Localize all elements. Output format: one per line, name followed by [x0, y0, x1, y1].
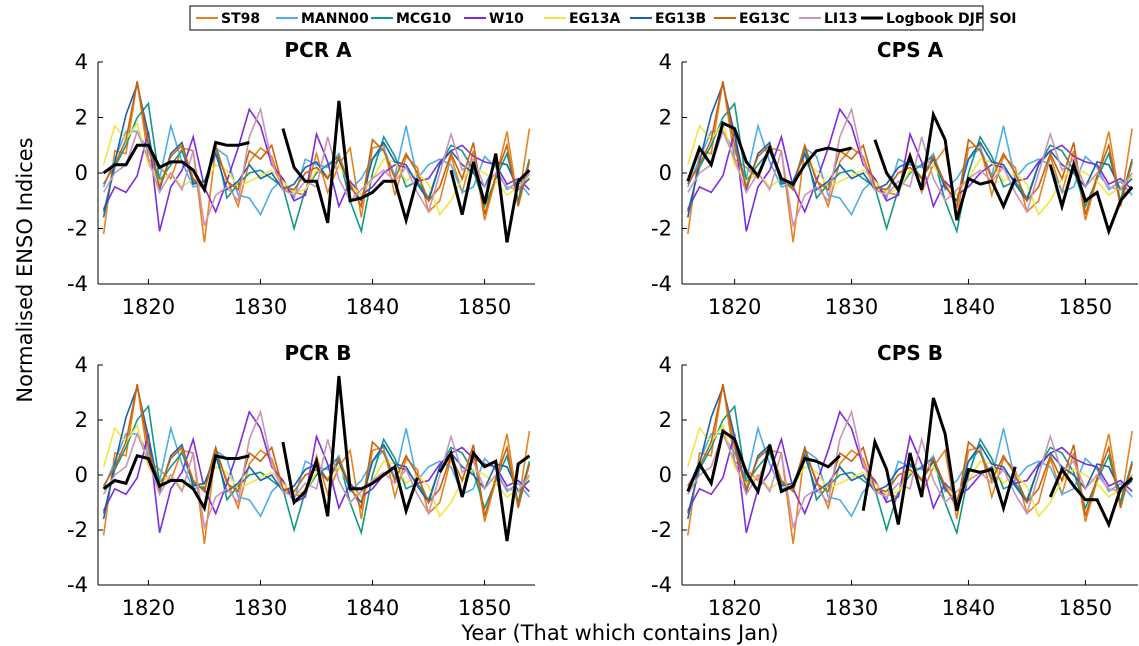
- legend-label: EG13A: [569, 11, 621, 27]
- y-tick-label: 0: [659, 161, 672, 185]
- legend-box: [189, 5, 984, 31]
- y-tick-label: 2: [659, 408, 672, 432]
- y-tick-label: 2: [659, 106, 672, 130]
- legend-label: EG13B: [655, 11, 706, 27]
- series-line-logbook-djf-soi: [102, 375, 531, 542]
- legend-entry: EG13A: [544, 11, 621, 27]
- y-tick-label: -2: [651, 217, 672, 241]
- series-line-w10: [102, 409, 530, 533]
- series-line-mann00: [102, 122, 531, 217]
- series-group: [686, 81, 1134, 243]
- panel-cps-b: -4 -2 0 2 4 1820 1830 1840 1850 CPS B: [651, 341, 1138, 620]
- x-tick-label: 1830: [825, 295, 878, 319]
- y-tick-label: -2: [67, 217, 88, 241]
- x-tick-label: 1830: [234, 596, 287, 620]
- series-line-eg13c: [687, 81, 1133, 215]
- y-axis-title: Normalised ENSO Indices: [13, 137, 37, 402]
- y-tick-label: -4: [651, 272, 672, 296]
- series-line-mann00: [687, 425, 1133, 518]
- y-tick-label: 4: [659, 50, 672, 74]
- series-line-eg13c: [102, 81, 531, 215]
- series-group: [102, 81, 531, 243]
- legend-label: ST98: [221, 11, 260, 27]
- y-tick-label: 4: [75, 353, 88, 377]
- legend-entry: W10: [464, 11, 524, 27]
- series-line-w10: [687, 107, 1133, 232]
- x-tick-label: 1850: [458, 596, 511, 620]
- y-tick-label: -4: [67, 573, 88, 597]
- y-tick-label: -2: [67, 518, 88, 542]
- panel-title: CPS A: [877, 38, 944, 62]
- series-line-li13: [687, 106, 1133, 229]
- x-tick-label: 1850: [458, 295, 511, 319]
- legend-label: Logbook DJF SOI: [886, 11, 1016, 27]
- legend-entry: LI13: [799, 11, 858, 27]
- legend-label: LI13: [824, 11, 858, 27]
- legend-label: MCG10: [396, 11, 451, 27]
- y-tick-label: 4: [659, 353, 672, 377]
- series-line-mcg10: [687, 404, 1133, 536]
- series-line-w10: [687, 410, 1133, 534]
- y-tick-label: 0: [75, 161, 88, 185]
- panel-title: CPS B: [877, 341, 943, 365]
- x-tick-label: 1830: [825, 596, 878, 620]
- panel-pcr-a: -4 -2 0 2 4 1820 1830 1840 1850 PCR A: [67, 38, 535, 319]
- panel-cps-a: -4 -2 0 2 4 1820 1830 1840 1850 CPS A: [651, 38, 1138, 319]
- legend-entry: Logbook DJF SOI: [861, 11, 1016, 27]
- series-group: [686, 384, 1134, 544]
- series-line-mann00: [687, 122, 1133, 217]
- y-tick-label: -4: [67, 272, 88, 296]
- series-line-mcg10: [102, 101, 531, 235]
- x-tick-label: 1840: [346, 596, 399, 620]
- series-line-eg13c: [102, 384, 531, 517]
- series-line-w10: [102, 107, 530, 232]
- legend-entry: EG13C: [714, 11, 790, 27]
- series-line-mcg10: [687, 101, 1133, 235]
- legend-label: W10: [489, 11, 524, 27]
- series-line-st98: [102, 81, 531, 243]
- legend-entry: EG13B: [630, 11, 706, 27]
- y-tick-label: 4: [75, 50, 88, 74]
- legend-label: EG13C: [739, 11, 790, 27]
- series-line-logbook-djf-soi: [102, 100, 531, 243]
- legend: ST98 MANN00 MCG10 W10 EG13A EG13B EG13C LI13 Log…: [189, 5, 1016, 31]
- series-line-logbook-djf-soi: [686, 397, 1134, 529]
- panel-title: PCR A: [284, 38, 352, 62]
- x-tick-label: 1820: [708, 295, 761, 319]
- x-tick-label: 1820: [122, 295, 175, 319]
- y-tick-label: 2: [75, 106, 88, 130]
- x-tick-label: 1830: [234, 295, 287, 319]
- y-tick-label: -2: [651, 518, 672, 542]
- series-line-eg13c: [687, 384, 1133, 517]
- x-tick-label: 1840: [942, 596, 995, 620]
- series-group: [102, 375, 531, 544]
- legend-entry: ST98: [196, 11, 260, 27]
- x-tick-label: 1840: [346, 295, 399, 319]
- series-line-logbook-djf-soi: [686, 109, 1134, 236]
- x-tick-label: 1820: [122, 596, 175, 620]
- y-tick-label: -4: [651, 573, 672, 597]
- panel-title: PCR B: [285, 341, 352, 365]
- legend-label: MANN00: [301, 11, 369, 27]
- legend-entry: MCG10: [371, 11, 451, 27]
- y-tick-label: 2: [75, 408, 88, 432]
- x-tick-label: 1850: [1059, 596, 1112, 620]
- x-tick-label: 1850: [1059, 295, 1112, 319]
- y-tick-label: 0: [75, 463, 88, 487]
- legend-entry: MANN00: [276, 11, 369, 27]
- x-tick-label: 1840: [942, 295, 995, 319]
- x-tick-label: 1820: [708, 596, 761, 620]
- panel-pcr-b: -4 -2 0 2 4 1820 1830 1840 1850 PCR B: [67, 341, 535, 620]
- y-tick-label: 0: [659, 463, 672, 487]
- x-axis-title: Year (That which contains Jan): [460, 621, 778, 645]
- series-line-mcg10: [102, 404, 531, 536]
